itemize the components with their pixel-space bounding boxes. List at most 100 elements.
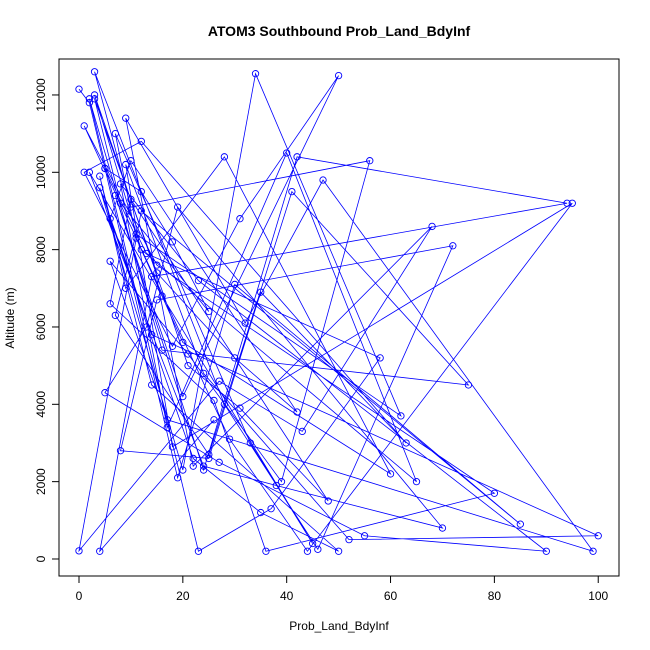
data-point (231, 354, 239, 362)
data-point (246, 439, 254, 447)
y-tick-label: 0 (34, 555, 48, 562)
data-point (397, 412, 405, 420)
data-point (101, 389, 109, 397)
data-point (90, 91, 99, 99)
data-point (402, 439, 410, 447)
data-point (366, 157, 374, 165)
data-point (163, 423, 171, 432)
data-point (116, 199, 125, 207)
y-tick-label: 6000 (34, 313, 48, 340)
data-point (257, 508, 265, 517)
data-point (189, 454, 197, 463)
data-point (220, 400, 229, 408)
data-point (116, 180, 125, 188)
data-point (158, 346, 166, 354)
data-point (215, 458, 223, 466)
data-point (168, 238, 177, 246)
data-point (137, 245, 145, 254)
data-point (137, 207, 145, 215)
data-point (168, 443, 177, 451)
data-point (163, 416, 171, 424)
data-point (194, 276, 203, 285)
x-tick-label: 60 (384, 589, 398, 603)
data-point (449, 242, 457, 250)
data-point (75, 547, 83, 555)
data-point (106, 257, 114, 265)
data-point (464, 381, 473, 389)
data-point (314, 545, 322, 553)
data-point (334, 547, 343, 555)
data-point (199, 466, 208, 474)
data-point (142, 323, 151, 331)
data-point (90, 68, 99, 76)
data-point (101, 164, 109, 173)
data-point (438, 524, 447, 532)
data-point (251, 70, 260, 78)
data-point (345, 536, 353, 544)
data-point (173, 474, 182, 482)
series-line (78, 71, 599, 553)
data-point (293, 408, 301, 416)
data-point (205, 450, 213, 459)
y-axis-label: Altitude (m) (3, 287, 17, 348)
plot-frame (58, 58, 620, 577)
data-point (184, 350, 192, 358)
data-point (225, 435, 234, 443)
data-point (106, 300, 114, 308)
data-point (75, 85, 83, 93)
data-point (96, 547, 104, 555)
y-tick-label: 4000 (34, 391, 48, 418)
data-point (148, 381, 156, 389)
chart-title: ATOM3 Southbound Prob_Land_BdyInf (208, 23, 471, 39)
data-point (241, 319, 249, 327)
data-point (122, 114, 130, 122)
data-point (111, 129, 119, 138)
data-point (173, 203, 182, 211)
data-point (90, 95, 99, 103)
data-point (236, 215, 244, 223)
data-point (215, 377, 223, 385)
data-point (236, 404, 244, 412)
data-point (277, 477, 286, 486)
data-point (184, 361, 192, 370)
data-point (386, 470, 395, 478)
data-point (319, 176, 327, 184)
data-point (210, 416, 218, 424)
data-point (179, 338, 187, 347)
y-tick-label: 10000 (34, 155, 48, 189)
data-point (137, 187, 145, 196)
data-point (96, 172, 104, 180)
data-point (360, 532, 369, 540)
data-point (272, 481, 280, 490)
data-point (412, 477, 421, 486)
y-tick-label: 2000 (34, 468, 48, 495)
data-point (80, 122, 88, 130)
data-point (106, 215, 114, 223)
data-point (85, 95, 94, 103)
data-point (189, 462, 197, 470)
data-point (122, 160, 130, 169)
data-point (298, 427, 306, 436)
x-tick-label: 20 (176, 589, 190, 603)
data-point (111, 311, 119, 320)
data-point (376, 354, 384, 362)
data-point (153, 269, 161, 277)
data-point (80, 168, 88, 176)
data-point (199, 462, 208, 470)
data-point (122, 284, 130, 292)
data-point (210, 396, 218, 405)
data-point (308, 539, 317, 548)
data-point (148, 331, 156, 339)
data-point (288, 187, 296, 196)
data-point (293, 153, 301, 161)
data-point (85, 99, 94, 107)
x-tick-label: 100 (588, 589, 608, 603)
y-tick-label: 8000 (34, 236, 48, 263)
data-point (490, 489, 499, 497)
x-tick-label: 80 (488, 589, 502, 603)
data-point (153, 296, 161, 304)
data-point (220, 153, 229, 161)
data-point (85, 168, 94, 176)
data-point (132, 230, 140, 238)
